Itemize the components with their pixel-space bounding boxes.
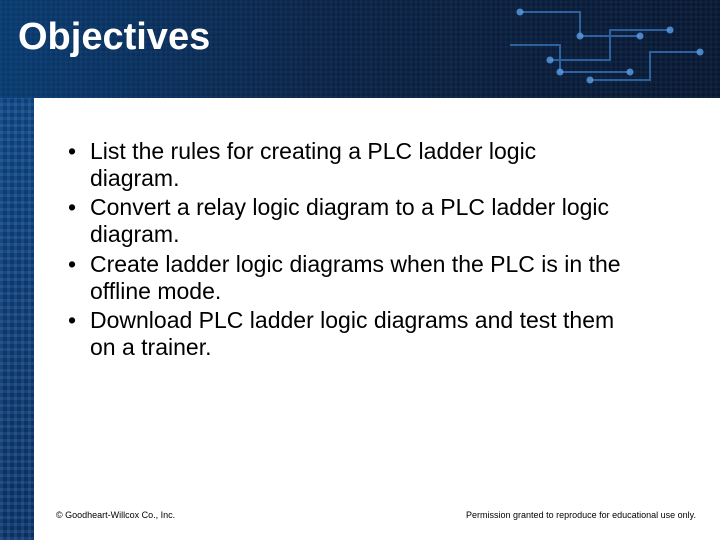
- list-item: • Convert a relay logic diagram to a PLC…: [68, 194, 630, 248]
- bullet-glyph: •: [68, 194, 90, 221]
- bullet-text: List the rules for creating a PLC ladder…: [90, 138, 630, 192]
- bullet-text: Download PLC ladder logic diagrams and t…: [90, 307, 630, 361]
- footer-permission: Permission granted to reproduce for educ…: [466, 510, 696, 520]
- bullet-text: Convert a relay logic diagram to a PLC l…: [90, 194, 630, 248]
- list-item: • Create ladder logic diagrams when the …: [68, 251, 630, 305]
- slide-header: Objectives: [0, 0, 720, 98]
- bullet-glyph: •: [68, 307, 90, 334]
- list-item: • Download PLC ladder logic diagrams and…: [68, 307, 630, 361]
- bullet-glyph: •: [68, 138, 90, 165]
- list-item: • List the rules for creating a PLC ladd…: [68, 138, 630, 192]
- footer-copyright: © Goodheart-Willcox Co., Inc.: [56, 510, 175, 520]
- bullet-list: • List the rules for creating a PLC ladd…: [68, 138, 630, 363]
- left-decorative-band: [0, 98, 34, 540]
- bullet-glyph: •: [68, 251, 90, 278]
- slide-title: Objectives: [18, 16, 210, 59]
- bullet-text: Create ladder logic diagrams when the PL…: [90, 251, 630, 305]
- circuit-decoration: [500, 0, 720, 98]
